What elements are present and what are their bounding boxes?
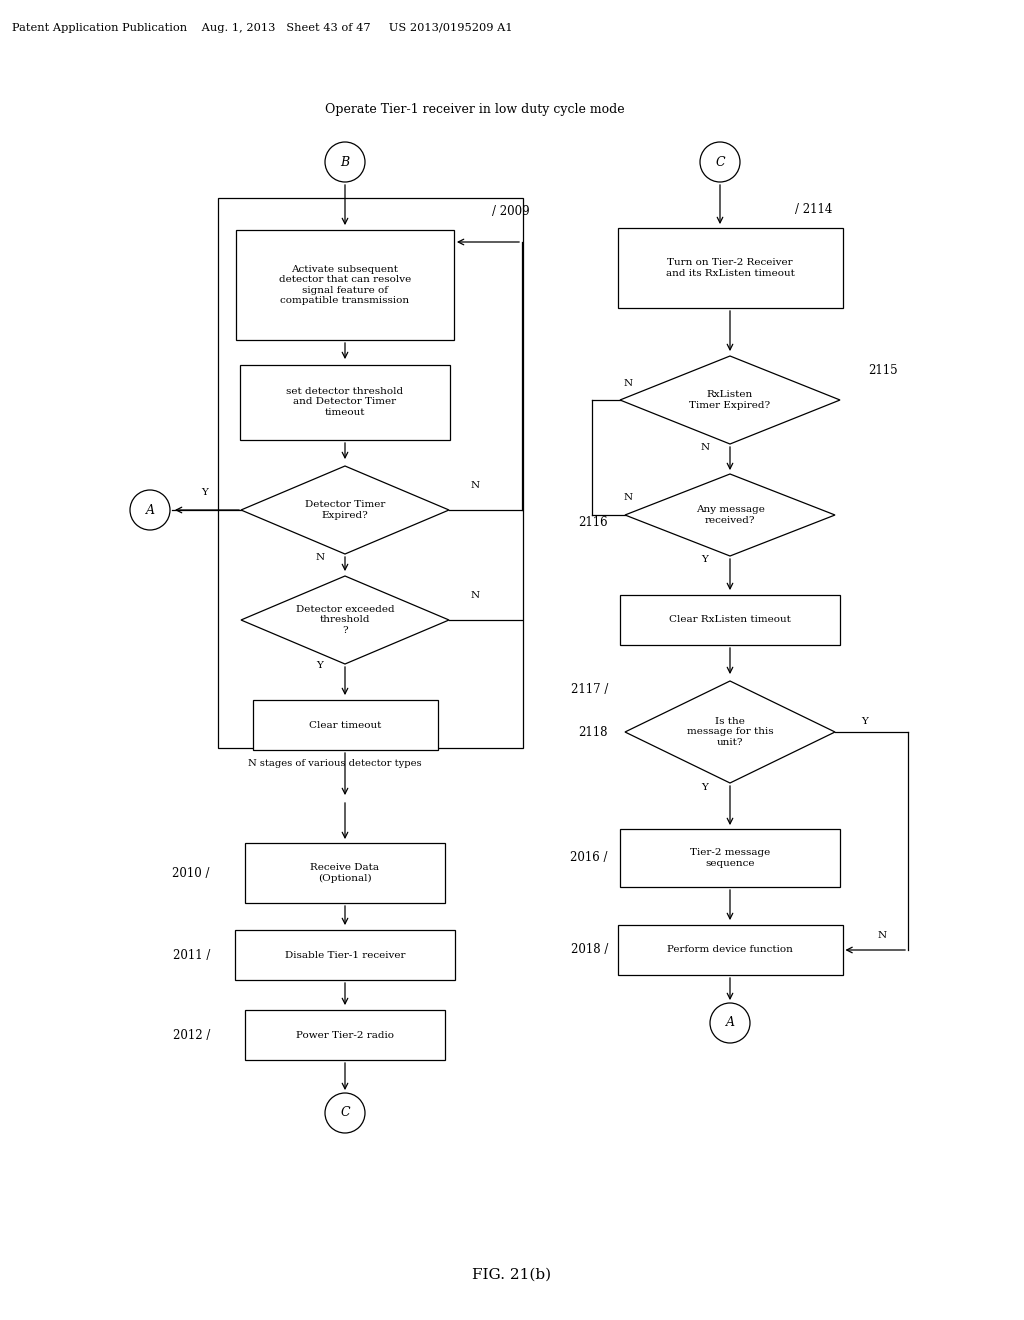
Text: Y: Y xyxy=(861,718,868,726)
Text: 2118: 2118 xyxy=(579,726,608,738)
Circle shape xyxy=(325,143,365,182)
Text: Receive Data
(Optional): Receive Data (Optional) xyxy=(310,863,380,883)
FancyBboxPatch shape xyxy=(240,364,450,440)
Polygon shape xyxy=(241,576,449,664)
Text: Clear timeout: Clear timeout xyxy=(309,721,381,730)
Text: 2115: 2115 xyxy=(868,363,898,376)
Text: Perform device function: Perform device function xyxy=(667,945,793,954)
Text: Y: Y xyxy=(202,487,209,496)
Text: N: N xyxy=(624,494,633,503)
Text: Tier-2 message
sequence: Tier-2 message sequence xyxy=(690,849,770,867)
Text: Any message
received?: Any message received? xyxy=(695,506,765,524)
Text: A: A xyxy=(145,503,155,516)
FancyBboxPatch shape xyxy=(620,595,840,645)
Text: B: B xyxy=(340,156,349,169)
FancyBboxPatch shape xyxy=(617,925,843,975)
Text: 2018 /: 2018 / xyxy=(570,944,608,957)
FancyBboxPatch shape xyxy=(245,843,445,903)
FancyBboxPatch shape xyxy=(617,228,843,308)
Text: 2116: 2116 xyxy=(579,516,608,529)
Text: N stages of various detector types: N stages of various detector types xyxy=(248,759,422,767)
Text: 2016 /: 2016 / xyxy=(570,851,608,865)
Text: Turn on Tier-2 Receiver
and its RxListen timeout: Turn on Tier-2 Receiver and its RxListen… xyxy=(666,259,795,277)
FancyBboxPatch shape xyxy=(620,829,840,887)
Text: N: N xyxy=(470,590,479,599)
Circle shape xyxy=(130,490,170,531)
Text: Is the
message for this
unit?: Is the message for this unit? xyxy=(687,717,773,747)
Text: N: N xyxy=(624,379,633,388)
Text: / 2009: / 2009 xyxy=(492,206,529,219)
Text: C: C xyxy=(715,156,725,169)
Polygon shape xyxy=(241,466,449,554)
Circle shape xyxy=(710,1003,750,1043)
Polygon shape xyxy=(625,474,835,556)
Circle shape xyxy=(325,1093,365,1133)
Text: / 2114: / 2114 xyxy=(795,203,833,216)
Text: Activate subsequent
detector that can resolve
signal feature of
compatible trans: Activate subsequent detector that can re… xyxy=(279,265,411,305)
Text: N: N xyxy=(315,553,325,562)
Text: Detector exceeded
threshold
?: Detector exceeded threshold ? xyxy=(296,605,394,635)
Polygon shape xyxy=(625,681,835,783)
Bar xyxy=(218,198,523,748)
Text: Operate Tier-1 receiver in low duty cycle mode: Operate Tier-1 receiver in low duty cycl… xyxy=(326,103,625,116)
Text: N: N xyxy=(470,480,479,490)
Text: Y: Y xyxy=(701,556,709,565)
Circle shape xyxy=(700,143,740,182)
FancyBboxPatch shape xyxy=(253,700,437,750)
Text: RxListen
Timer Expired?: RxListen Timer Expired? xyxy=(689,391,771,409)
Text: A: A xyxy=(725,1016,734,1030)
FancyBboxPatch shape xyxy=(236,230,454,341)
FancyBboxPatch shape xyxy=(234,931,455,979)
Text: FIG. 21(b): FIG. 21(b) xyxy=(472,1269,552,1282)
Text: Power Tier-2 radio: Power Tier-2 radio xyxy=(296,1031,394,1040)
Text: Patent Application Publication    Aug. 1, 2013   Sheet 43 of 47     US 2013/0195: Patent Application Publication Aug. 1, 2… xyxy=(12,22,513,33)
FancyBboxPatch shape xyxy=(245,1010,445,1060)
Text: 2010 /: 2010 / xyxy=(172,866,210,879)
Text: Y: Y xyxy=(701,784,709,792)
Text: N: N xyxy=(700,442,710,451)
Text: 2011 /: 2011 / xyxy=(173,949,210,961)
Text: 2117 /: 2117 / xyxy=(570,684,608,697)
Polygon shape xyxy=(620,356,840,444)
Text: Clear RxListen timeout: Clear RxListen timeout xyxy=(669,615,791,624)
Text: Disable Tier-1 receiver: Disable Tier-1 receiver xyxy=(285,950,406,960)
Text: 2012 /: 2012 / xyxy=(173,1028,210,1041)
Text: Detector Timer
Expired?: Detector Timer Expired? xyxy=(305,500,385,520)
Text: N: N xyxy=(878,931,887,940)
Text: Y: Y xyxy=(316,660,324,669)
Text: set detector threshold
and Detector Timer
timeout: set detector threshold and Detector Time… xyxy=(287,387,403,417)
Text: C: C xyxy=(340,1106,350,1119)
